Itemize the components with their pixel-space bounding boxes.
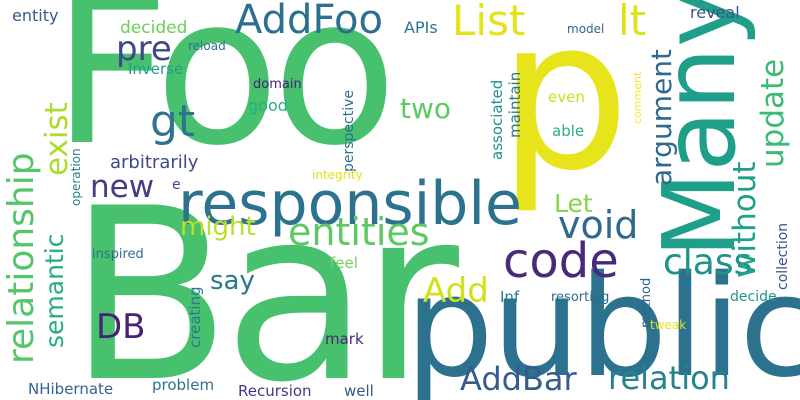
word-add: Add bbox=[423, 271, 489, 311]
word-apis: APIs bbox=[404, 18, 438, 37]
word-responsible: responsible bbox=[178, 169, 522, 239]
word-relationship: relationship bbox=[1, 152, 42, 364]
word-new: new bbox=[90, 169, 155, 205]
word-model: model bbox=[567, 22, 605, 36]
word-pre: pre bbox=[116, 29, 172, 69]
word-entity: entity bbox=[12, 6, 59, 25]
word-nhibernate: NHibernate bbox=[28, 380, 114, 398]
word-public: public bbox=[405, 246, 800, 400]
word-comment: comment bbox=[631, 71, 644, 124]
word-db: DB bbox=[96, 307, 146, 347]
word-even: even bbox=[548, 88, 585, 106]
word-reveal: reveal bbox=[690, 3, 740, 22]
word-well: well bbox=[344, 382, 374, 400]
word-inf: Inf bbox=[500, 288, 520, 306]
word-gt: gt bbox=[150, 96, 196, 147]
word-problem: problem bbox=[152, 376, 215, 394]
word-two: two bbox=[400, 92, 452, 125]
word-foo: Foo bbox=[52, 0, 397, 191]
word-perspective: perspective bbox=[341, 89, 357, 172]
word-without: without bbox=[727, 161, 763, 278]
word-operation: operation bbox=[69, 148, 83, 206]
word-inspired: inspired bbox=[92, 247, 144, 262]
word-void: void bbox=[558, 203, 639, 247]
word-lt: lt bbox=[618, 0, 647, 45]
word-reload: reload bbox=[188, 39, 226, 53]
word-argument: argument bbox=[645, 49, 678, 186]
word-addbar: AddBar bbox=[460, 360, 577, 398]
word-inverse: Inverse bbox=[128, 60, 184, 78]
word-associated: associated bbox=[488, 79, 506, 160]
word-e: e bbox=[172, 177, 181, 193]
word-arbitrarily: arbitrarily bbox=[110, 152, 199, 173]
word-tweak: tweak bbox=[650, 318, 687, 332]
word-say: say bbox=[210, 266, 255, 296]
word-able: able bbox=[552, 122, 585, 140]
word-class: class bbox=[663, 242, 753, 283]
word-entities: entities bbox=[288, 210, 430, 254]
word-creating: creating bbox=[186, 286, 204, 348]
word-addfoo: AddFoo bbox=[235, 0, 383, 43]
word-feel: feel bbox=[330, 254, 358, 272]
word-list: List bbox=[452, 0, 526, 45]
word-mark: mark bbox=[325, 330, 364, 348]
word-collection: collection bbox=[775, 222, 791, 290]
word-recursion: Recursion bbox=[238, 382, 312, 400]
word-maintain: maintain bbox=[506, 71, 524, 138]
word-integrity: integrity bbox=[312, 168, 363, 182]
word-good: good bbox=[248, 96, 288, 115]
word-relation: relation bbox=[608, 359, 730, 397]
word-semantic: semantic bbox=[40, 233, 69, 348]
word-p: p bbox=[498, 0, 631, 217]
word-decided: decided bbox=[120, 18, 188, 38]
word-decide: decide bbox=[730, 289, 777, 305]
word-update: update bbox=[755, 58, 791, 168]
word-domain: domain bbox=[253, 77, 302, 92]
word-might: might bbox=[180, 212, 256, 242]
word-bar: Bar bbox=[68, 158, 459, 400]
word-let: Let bbox=[554, 189, 593, 218]
word-code: code bbox=[503, 233, 619, 289]
word-resorting: resorting bbox=[551, 290, 610, 305]
